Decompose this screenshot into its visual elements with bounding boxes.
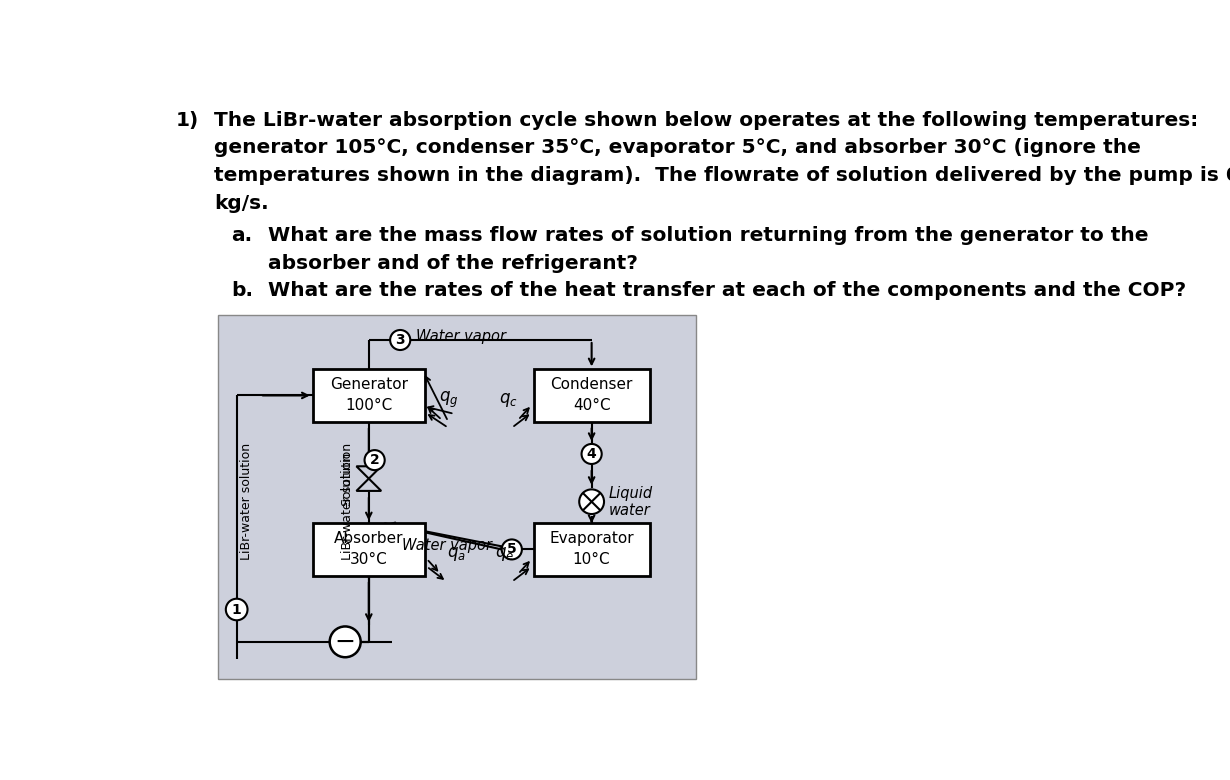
Text: absorber and of the refrigerant?: absorber and of the refrigerant?	[268, 254, 638, 273]
Text: What are the rates of the heat transfer at each of the components and the COP?: What are the rates of the heat transfer …	[268, 282, 1187, 300]
Text: LiBr-water solution: LiBr-water solution	[240, 443, 253, 560]
Text: $q_e$: $q_e$	[494, 545, 514, 563]
Text: Condenser
40°C: Condenser 40°C	[551, 378, 632, 413]
Bar	[534, 523, 649, 576]
Bar	[534, 369, 649, 422]
Text: −: −	[335, 629, 355, 654]
Circle shape	[502, 540, 522, 559]
Text: 2: 2	[370, 453, 380, 467]
Text: kg/s.: kg/s.	[214, 193, 269, 213]
Text: What are the mass flow rates of solution returning from the generator to the: What are the mass flow rates of solution…	[268, 226, 1149, 245]
Circle shape	[364, 450, 385, 470]
Text: 5: 5	[507, 542, 517, 556]
Bar	[312, 523, 426, 576]
Text: 3: 3	[395, 333, 405, 347]
Text: generator 105°C, condenser 35°C, evaporator 5°C, and absorber 30°C (ignore the: generator 105°C, condenser 35°C, evapora…	[214, 138, 1141, 158]
Text: Absorber
30°C: Absorber 30°C	[335, 531, 403, 567]
Text: b.: b.	[231, 282, 253, 300]
Bar	[218, 315, 696, 679]
Text: Solution: Solution	[341, 452, 353, 505]
Text: Water vapor: Water vapor	[402, 538, 492, 553]
Text: Liquid
water: Liquid water	[609, 485, 653, 518]
Circle shape	[390, 330, 411, 350]
Text: 4: 4	[587, 447, 597, 461]
Text: 1): 1)	[176, 111, 199, 129]
Circle shape	[226, 599, 247, 620]
Text: a.: a.	[231, 226, 252, 245]
Text: $q_a$: $q_a$	[446, 545, 466, 563]
Text: $q_c$: $q_c$	[498, 391, 518, 409]
Text: $q_g$: $q_g$	[439, 390, 459, 410]
Text: temperatures shown in the diagram).  The flowrate of solution delivered by the p: temperatures shown in the diagram). The …	[214, 166, 1230, 185]
Text: 1: 1	[231, 602, 241, 616]
Circle shape	[330, 626, 360, 658]
Circle shape	[579, 489, 604, 514]
Circle shape	[582, 444, 601, 464]
Text: LiBr-water solution: LiBr-water solution	[341, 443, 354, 560]
Text: Generator
100°C: Generator 100°C	[330, 378, 408, 413]
Text: Water vapor: Water vapor	[416, 328, 506, 344]
Text: The LiBr-water absorption cycle shown below operates at the following temperatur: The LiBr-water absorption cycle shown be…	[214, 111, 1198, 129]
Bar	[312, 369, 426, 422]
Text: Evaporator
10°C: Evaporator 10°C	[550, 531, 633, 567]
